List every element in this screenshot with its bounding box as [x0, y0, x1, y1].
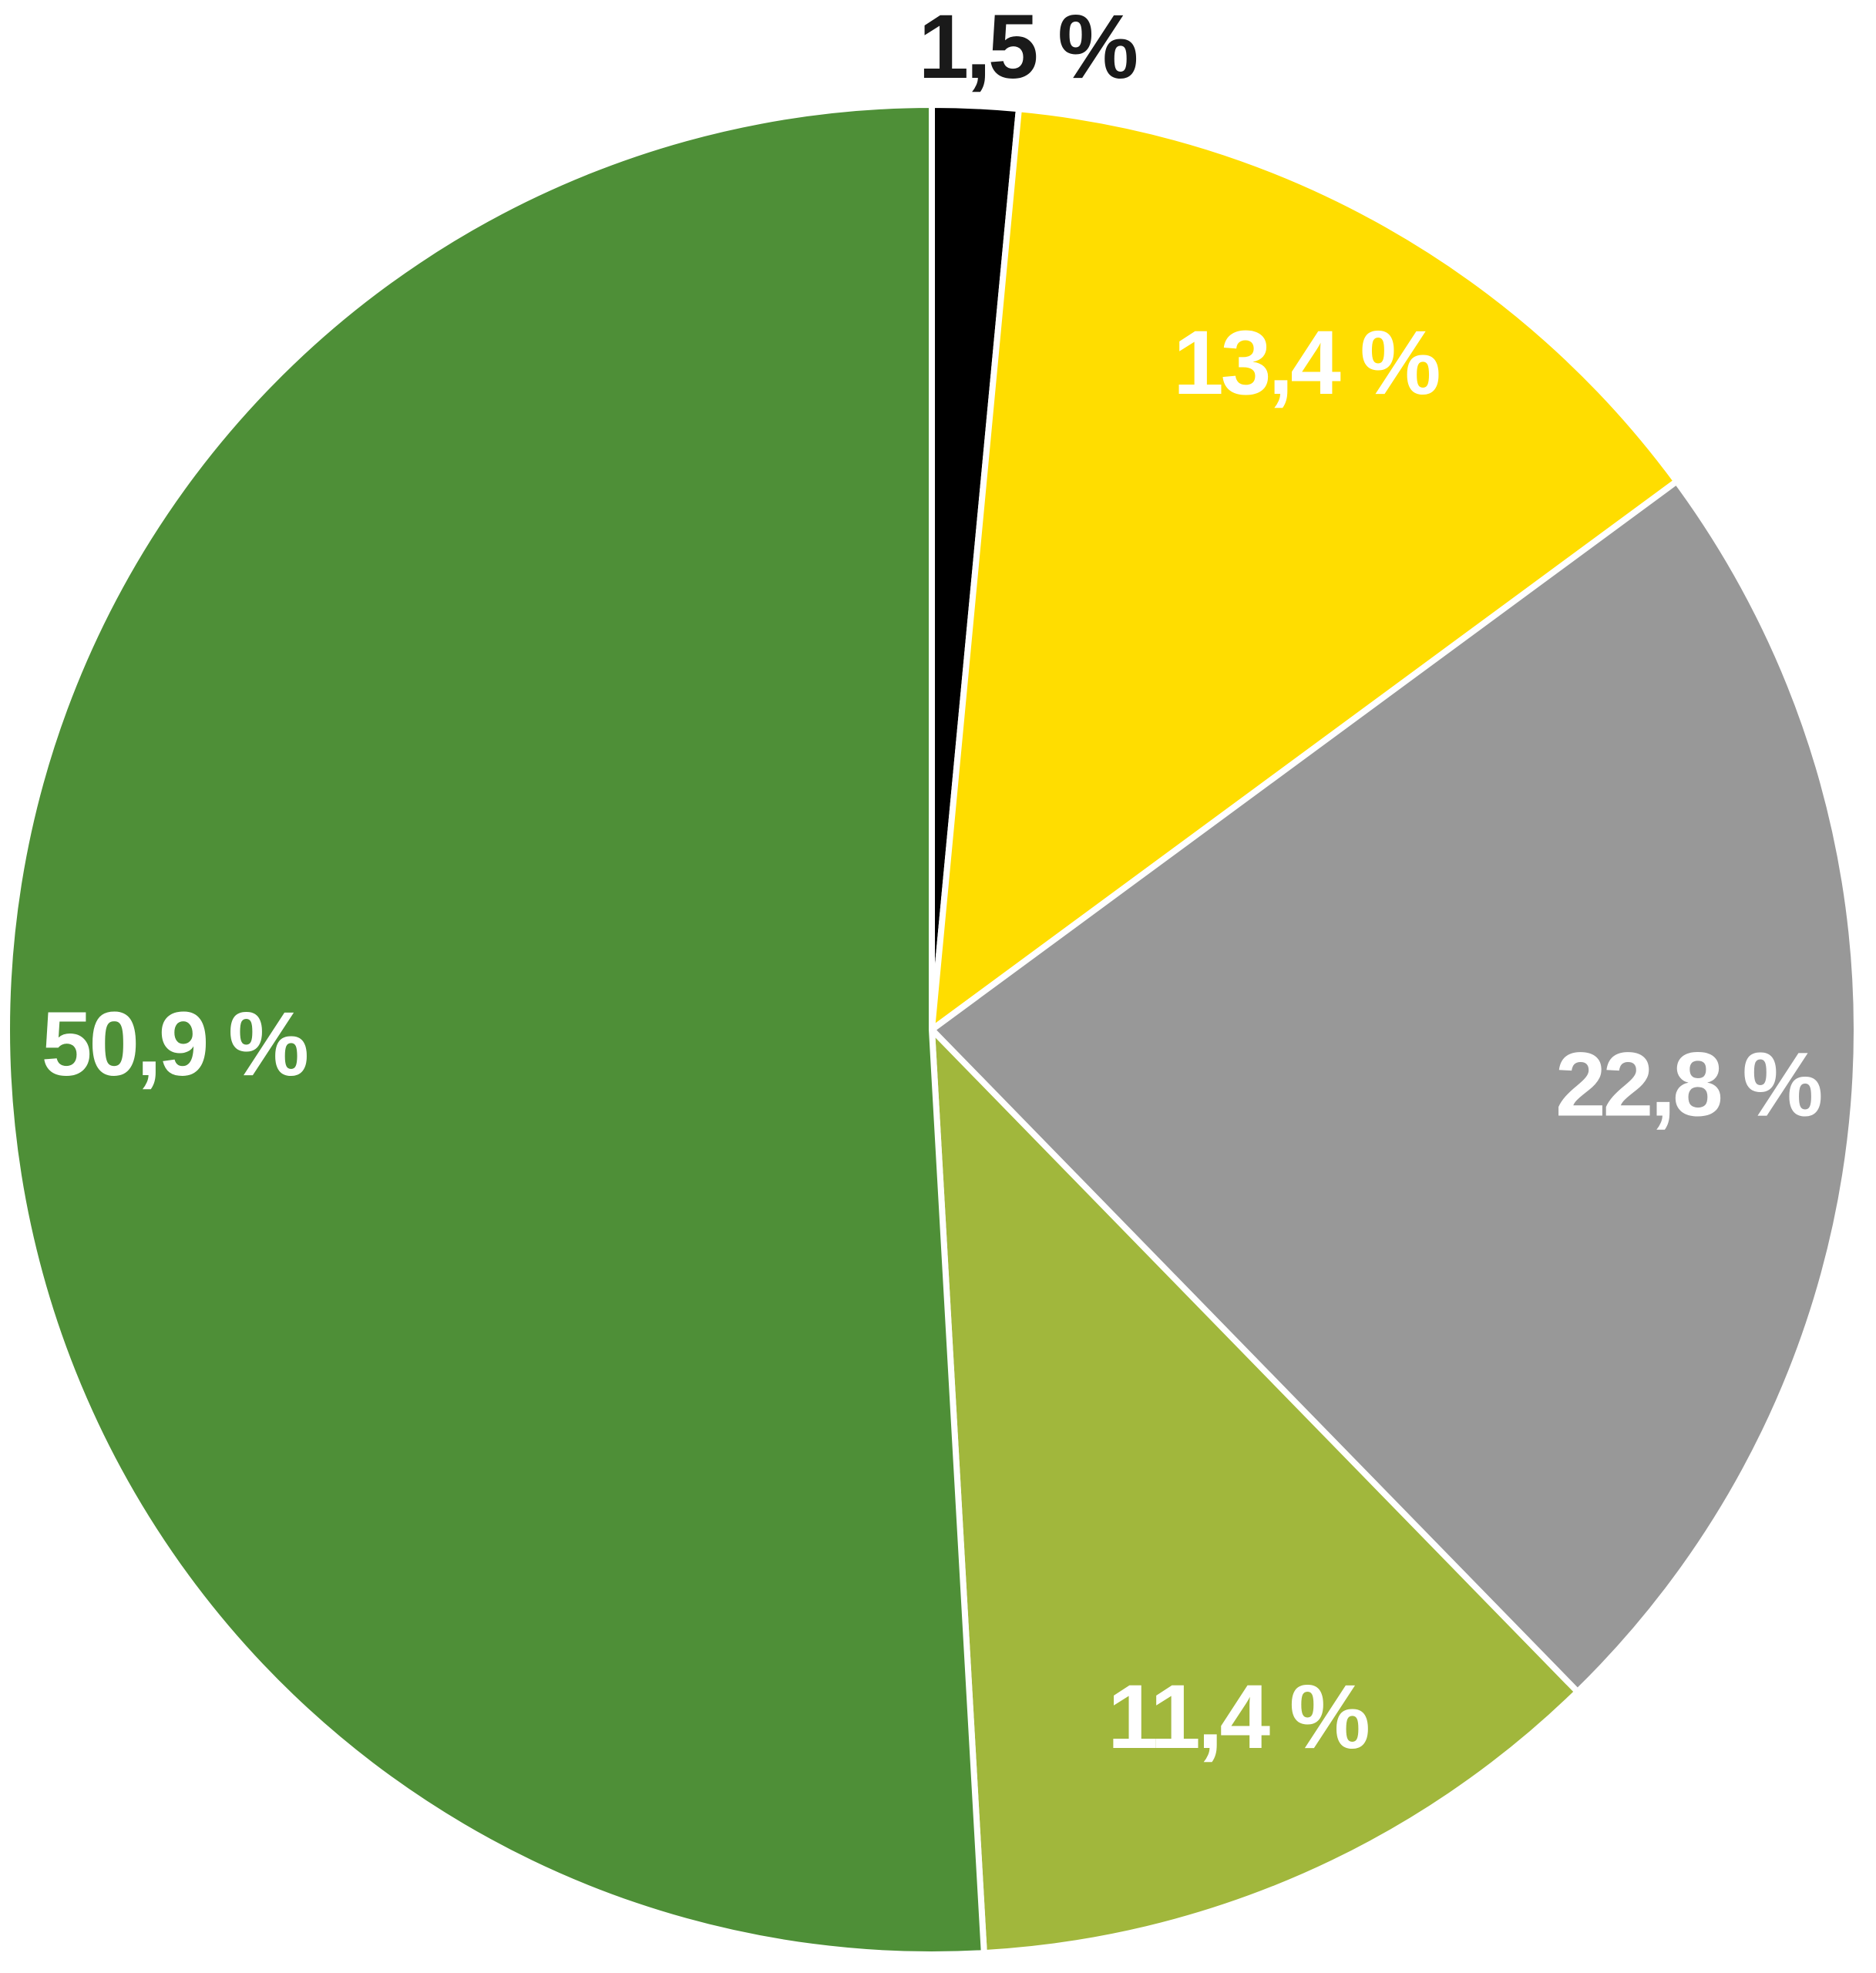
pie-slice [4, 102, 987, 1958]
pie-slice [929, 106, 1680, 1033]
data-label: 11,4 % [1108, 1666, 1368, 1768]
data-label: 13,4 % [1173, 312, 1438, 414]
data-label: 22,8 % [1555, 1034, 1821, 1135]
data-label: 50,9 % [42, 993, 307, 1095]
pie-slice [929, 478, 1860, 1696]
data-label: 1,5 % [918, 0, 1136, 98]
pie-slice [929, 1027, 1581, 1957]
